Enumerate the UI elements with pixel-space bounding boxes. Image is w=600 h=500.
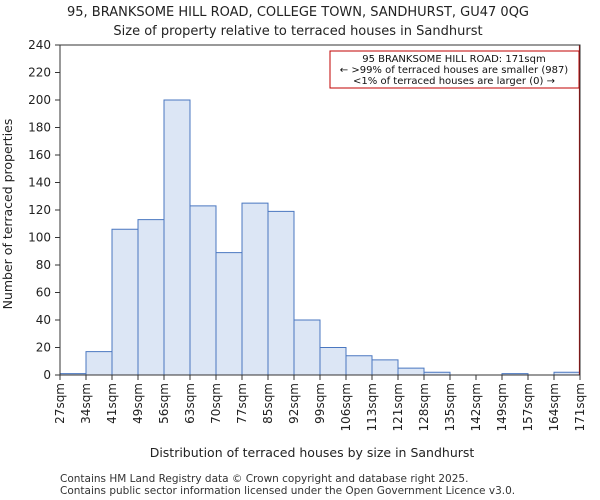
y-tick-label: 180 <box>28 121 51 135</box>
annotation-line-1: 95 BRANKSOME HILL ROAD: 171sqm <box>362 54 545 65</box>
annotation-line-2: ← >99% of terraced houses are smaller (9… <box>340 65 569 76</box>
bars-group <box>59 99 581 376</box>
x-tick-label: 77sqm <box>235 383 249 424</box>
y-ticks: 0 20 40 60 80 100 120 140 160 180 200 220 240 <box>28 38 60 382</box>
plot-frame <box>59 44 581 376</box>
x-tick-label: 113sqm <box>365 383 379 431</box>
x-tick-label: 135sqm <box>443 383 457 431</box>
bar-85sqm <box>267 210 295 376</box>
y-tick-label: 100 <box>28 231 51 245</box>
x-tick-label: 149sqm <box>495 383 509 431</box>
y-tick-label: 120 <box>28 203 51 217</box>
bar-63sqm <box>189 205 217 376</box>
x-tick-label: 41sqm <box>105 383 119 424</box>
y-tick-label: 40 <box>36 313 51 327</box>
y-tick-label: 20 <box>36 341 51 355</box>
x-ticks: 27sqm 34sqm 41sqm 49sqm 56sqm 63sqm 70sqm 77sqm… <box>53 375 587 431</box>
x-tick-label: 121sqm <box>391 383 405 431</box>
x-tick-label: 171sqm <box>573 383 587 431</box>
y-tick-label: 200 <box>28 93 51 107</box>
y-axis-label: Number of terraced properties <box>0 119 15 310</box>
bar-92sqm <box>293 319 321 376</box>
bar-113sqm <box>371 359 399 376</box>
x-tick-label: 63sqm <box>183 383 197 424</box>
x-tick-label: 70sqm <box>209 383 223 424</box>
bar-49sqm <box>137 219 165 376</box>
x-tick-label: 164sqm <box>547 383 561 431</box>
chart-title: 95, BRANKSOME HILL ROAD, COLLEGE TOWN, S… <box>67 5 529 20</box>
bar-41sqm <box>111 228 139 376</box>
x-tick-label: 106sqm <box>339 383 353 431</box>
x-tick-label: 49sqm <box>131 383 145 424</box>
bar-121sqm <box>397 367 425 376</box>
chart-subtitle: Size of property relative to terraced ho… <box>113 24 482 39</box>
footer-line-1: Contains HM Land Registry data © Crown c… <box>60 473 468 485</box>
x-tick-label: 99sqm <box>313 383 327 424</box>
bar-70sqm <box>215 252 243 376</box>
bar-34sqm <box>85 351 113 376</box>
annotation-border <box>329 50 580 89</box>
y-tick-label: 160 <box>28 148 51 162</box>
bar-106sqm <box>345 355 373 376</box>
x-tick-label: 157sqm <box>521 383 535 431</box>
y-tick-label: 240 <box>28 38 51 52</box>
bar-77sqm <box>241 202 269 376</box>
x-tick-label: 85sqm <box>261 383 275 424</box>
y-tick-label: 0 <box>43 368 51 382</box>
y-tick-label: 140 <box>28 176 51 190</box>
footer-line-2: Contains public sector information licen… <box>60 485 515 497</box>
x-axis-label: Distribution of terraced houses by size … <box>150 445 475 460</box>
x-tick-label: 56sqm <box>157 383 171 424</box>
x-tick-label: 34sqm <box>79 383 93 424</box>
x-tick-label: 142sqm <box>469 383 483 431</box>
bar-56sqm <box>163 99 191 376</box>
annotation-line-3: <1% of terraced houses are larger (0) → <box>353 76 555 87</box>
y-tick-label: 220 <box>28 66 51 80</box>
annotation-box: 95 BRANKSOME HILL ROAD: 171sqm ← >99% of… <box>329 50 580 89</box>
bar-99sqm <box>319 347 347 376</box>
x-tick-label: 128sqm <box>417 383 431 431</box>
x-tick-label: 92sqm <box>287 383 301 424</box>
x-tick-label: 27sqm <box>53 383 67 424</box>
y-tick-label: 60 <box>36 286 51 300</box>
y-tick-label: 80 <box>36 258 51 272</box>
